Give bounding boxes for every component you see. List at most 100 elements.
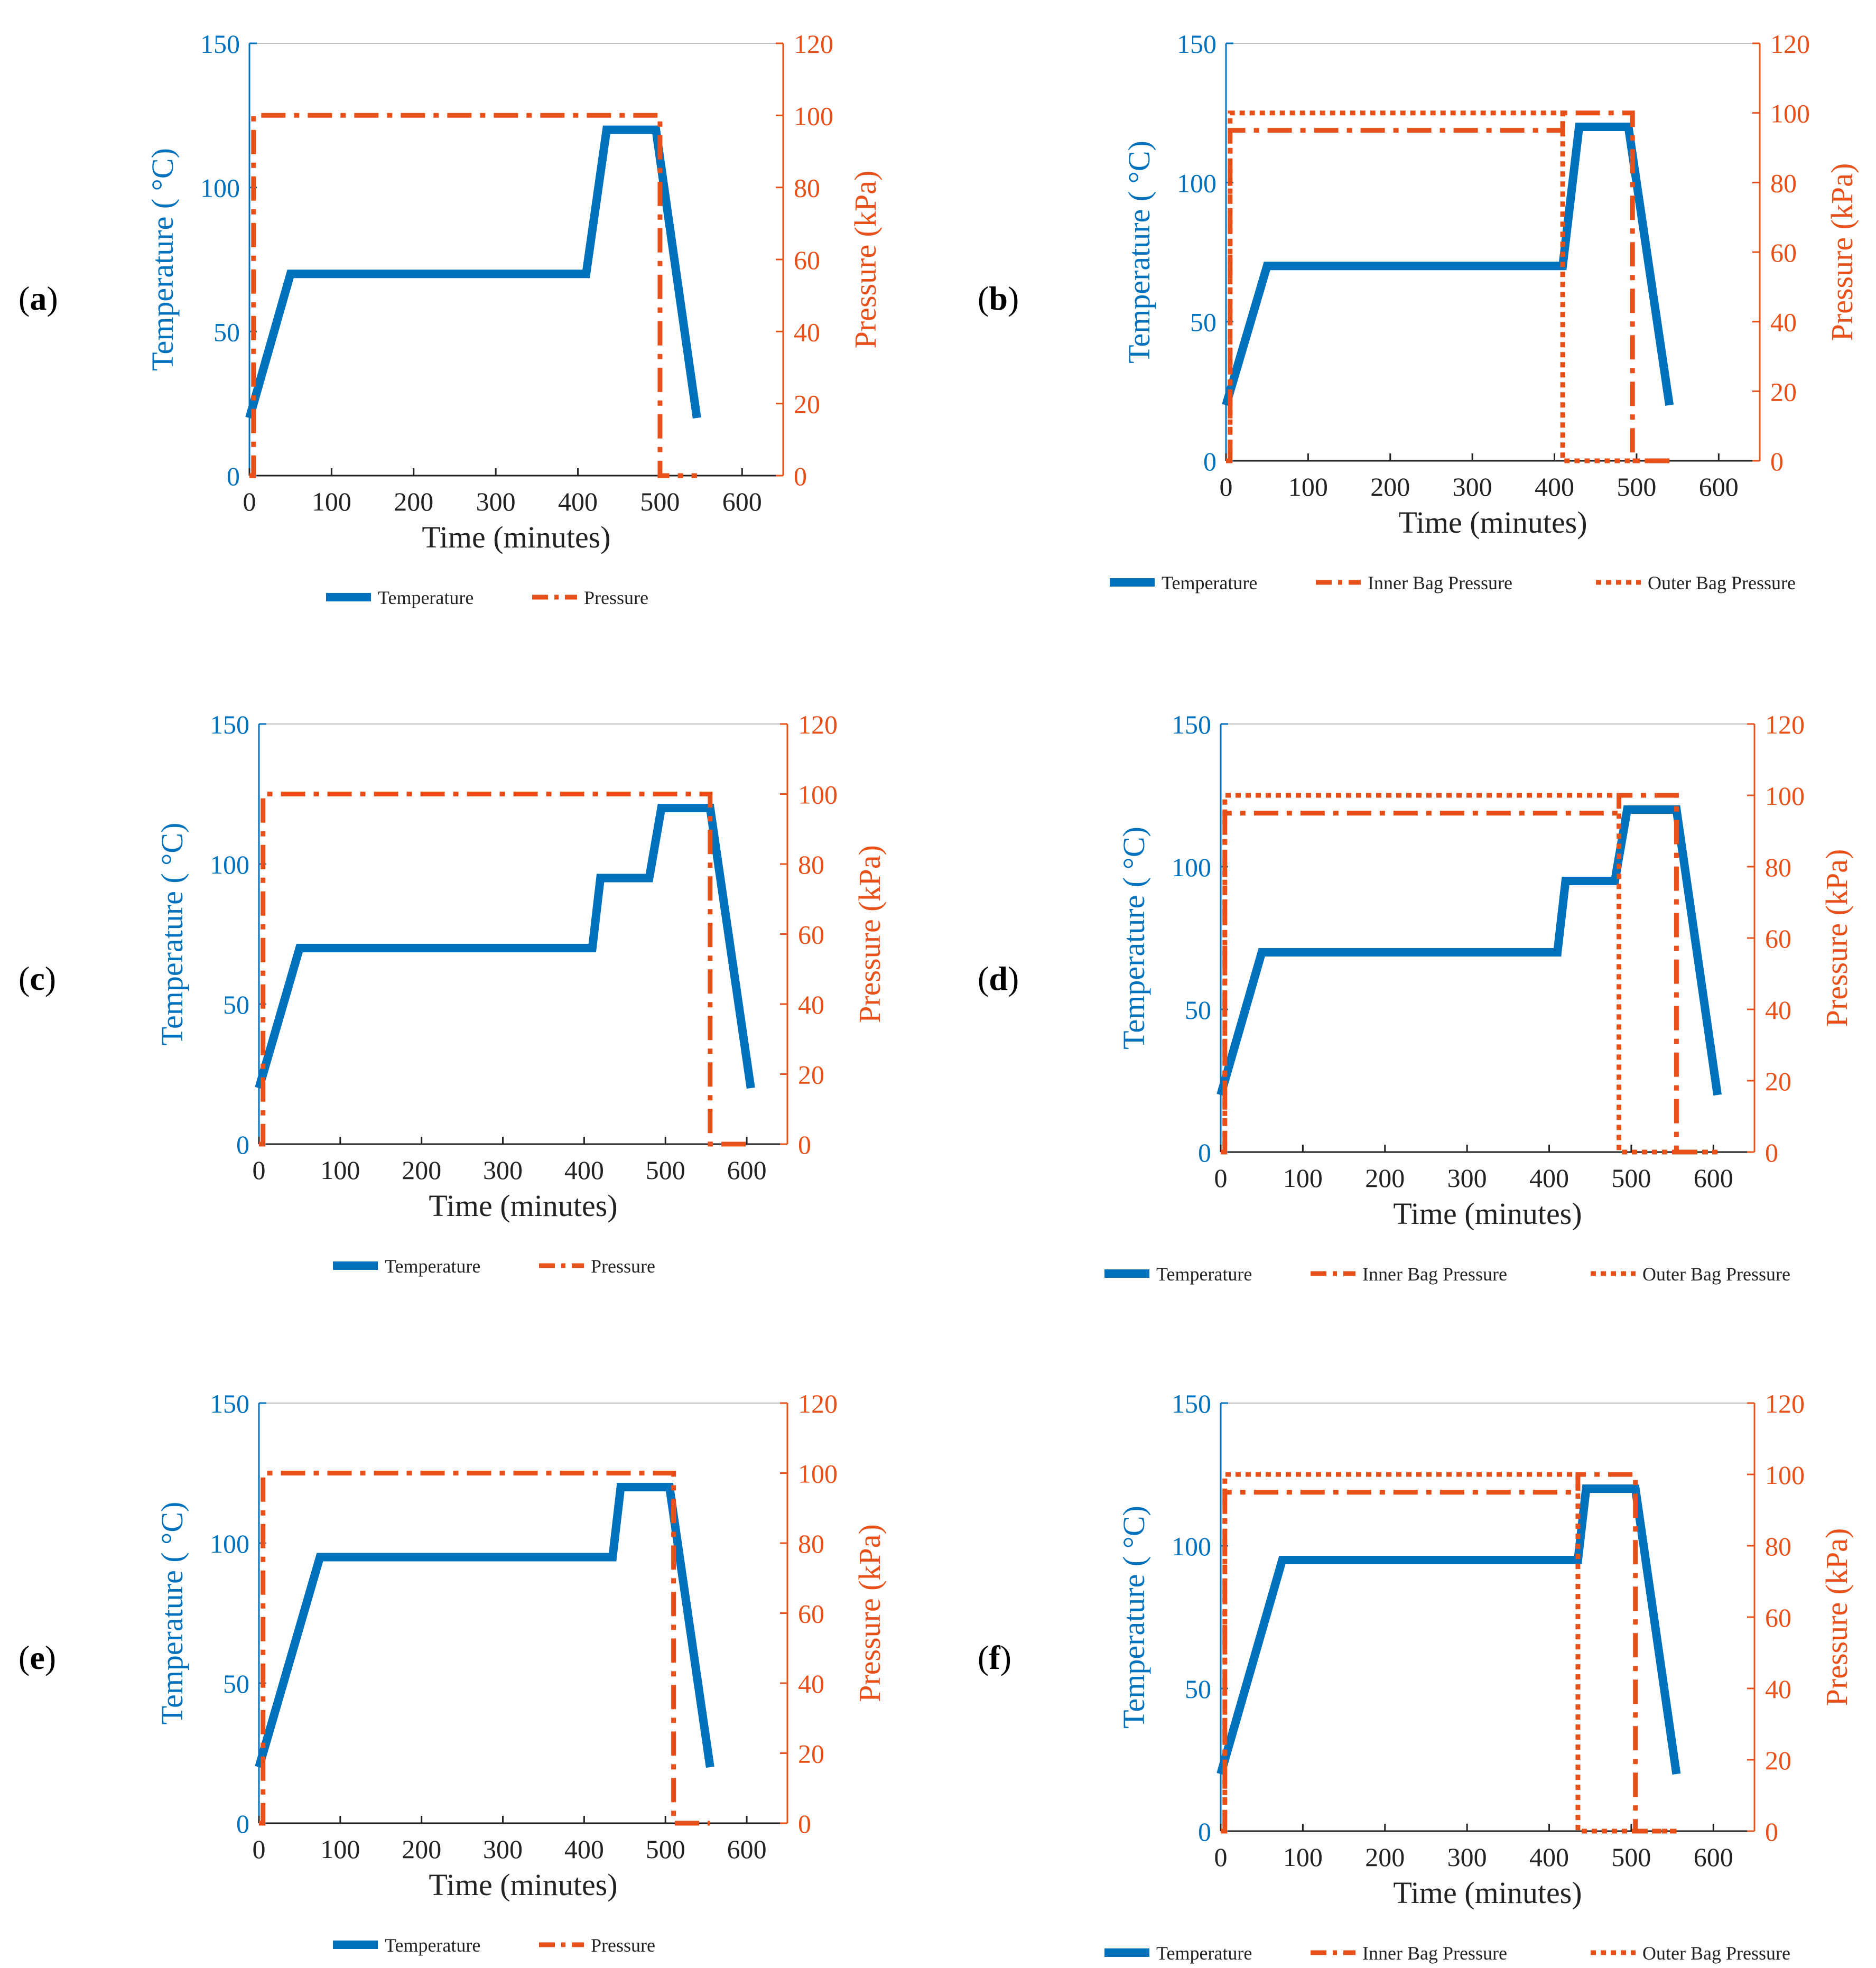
chart-a-y-right-tick-label: 40 bbox=[794, 317, 820, 347]
chart-b-y-right-tick-label: 20 bbox=[1770, 377, 1797, 406]
chart-d-x-tick-label: 0 bbox=[1214, 1163, 1228, 1193]
chart-e-x-tick-label: 500 bbox=[646, 1834, 685, 1864]
chart-d-legend-label: Inner Bag Pressure bbox=[1362, 1264, 1507, 1285]
chart-b-x-tick-label: 400 bbox=[1535, 472, 1574, 502]
chart-d-y-right-tick-label: 80 bbox=[1765, 852, 1791, 882]
panel-label-a: (a) bbox=[18, 280, 58, 317]
chart-f-group: 0 100 200 300 400 500 600 0 50 100 150 0 20 40 60 80 100… bbox=[1104, 1389, 1854, 1964]
chart-a-y-right-tick-label: 60 bbox=[794, 245, 820, 275]
chart-c-x-tick-label: 300 bbox=[483, 1155, 523, 1185]
chart-f-series-inner-bag-pressure bbox=[1221, 1472, 1677, 1834]
chart-b-y-left-tick-label: 50 bbox=[1190, 308, 1216, 337]
chart-d-x-tick-label: 500 bbox=[1611, 1163, 1651, 1193]
chart-e-series-pressure bbox=[259, 1471, 710, 1826]
chart-f-legend-label: Temperature bbox=[1156, 1943, 1252, 1964]
chart-e-ylabel-left: Temperature ( °C) bbox=[155, 1502, 189, 1725]
chart-d-ylabel-right: Pressure (kPa) bbox=[1819, 849, 1854, 1027]
chart-d-y-left-tick-label: 100 bbox=[1172, 852, 1211, 882]
chart-c-group: 0 100 200 300 400 500 600 0 50 100 150 0 20 40 60 80 100… bbox=[155, 710, 887, 1277]
chart-b-legend-label: Temperature bbox=[1162, 572, 1257, 593]
chart-c-y-right-tick-label: 20 bbox=[798, 1060, 824, 1090]
chart-b-y-left-tick-label: 0 bbox=[1203, 447, 1216, 476]
chart-f-y-left-tick-label: 50 bbox=[1185, 1674, 1211, 1704]
chart-e-y-right-tick-label: 40 bbox=[798, 1669, 824, 1698]
chart-d-y-right-tick-label: 100 bbox=[1765, 781, 1805, 811]
chart-d-x-tick-label: 200 bbox=[1365, 1163, 1405, 1193]
chart-d-group: 0 100 200 300 400 500 600 0 50 100 150 0 20 40 60 80 100… bbox=[1104, 710, 1854, 1285]
chart-f-x-tick-label: 0 bbox=[1214, 1842, 1228, 1872]
chart-c-x-tick-label: 400 bbox=[564, 1155, 604, 1185]
chart-a-x-tick-label: 300 bbox=[476, 487, 516, 516]
chart-b-x-tick-label: 0 bbox=[1220, 472, 1233, 502]
chart-a-legend-label: Temperature bbox=[378, 587, 473, 608]
panel-label-d: (d) bbox=[978, 960, 1019, 997]
chart-e-y-left-tick-label: 0 bbox=[236, 1809, 249, 1839]
chart-d-series-temperature bbox=[1216, 805, 1722, 1097]
chart-f-y-right-tick-label: 60 bbox=[1765, 1603, 1791, 1632]
chart-d-y-right-tick-label: 0 bbox=[1765, 1138, 1778, 1167]
chart-c-y-right-tick-label: 80 bbox=[798, 850, 824, 879]
chart-e-group: 0 100 200 300 400 500 600 0 50 100 150 0 20 40 60 80 100… bbox=[155, 1389, 887, 1956]
chart-f-x-tick-label: 500 bbox=[1611, 1842, 1651, 1872]
chart-f-x-tick-label: 300 bbox=[1447, 1842, 1487, 1872]
chart-e-series-temperature bbox=[255, 1483, 714, 1769]
chart-d-x-tick-label: 400 bbox=[1529, 1163, 1569, 1193]
chart-f-ylabel-right: Pressure (kPa) bbox=[1819, 1528, 1854, 1706]
chart-c-y-right-tick-label: 40 bbox=[798, 990, 824, 1019]
chart-e-x-tick-label: 100 bbox=[320, 1834, 360, 1864]
chart-e-y-right-tick-label: 60 bbox=[798, 1599, 824, 1629]
chart-c-y-right-tick-label: 100 bbox=[798, 780, 838, 810]
chart-f-ylabel-left: Temperature ( °C) bbox=[1117, 1506, 1151, 1729]
chart-b-x-tick-label: 200 bbox=[1370, 472, 1410, 502]
chart-d-x-tick-label: 100 bbox=[1283, 1163, 1323, 1193]
chart-a-x-tick-label: 100 bbox=[312, 487, 351, 516]
chart-d-x-tick-label: 300 bbox=[1447, 1163, 1487, 1193]
chart-d-xlabel: Time (minutes) bbox=[1393, 1196, 1582, 1231]
chart-e-x-tick-label: 400 bbox=[564, 1834, 604, 1864]
chart-e-x-tick-label: 200 bbox=[402, 1834, 441, 1864]
chart-e-legend-label: Pressure bbox=[591, 1935, 655, 1956]
chart-d-legend-label: Temperature bbox=[1156, 1264, 1252, 1285]
chart-a-x-tick-label: 200 bbox=[394, 487, 433, 516]
chart-f-y-right-tick-label: 40 bbox=[1765, 1674, 1791, 1704]
chart-c-ylabel-right: Pressure (kPa) bbox=[852, 845, 887, 1023]
chart-f-y-right-tick-label: 20 bbox=[1765, 1746, 1791, 1775]
chart-e-legend-label: Temperature bbox=[385, 1935, 480, 1956]
chart-a-x-tick-label: 600 bbox=[722, 487, 762, 516]
chart-f-y-left-tick-label: 150 bbox=[1172, 1389, 1211, 1418]
panel-label-f: (f) bbox=[978, 1639, 1011, 1676]
chart-e-y-right-tick-label: 100 bbox=[798, 1459, 838, 1489]
panel-label-c: (c) bbox=[18, 960, 57, 997]
chart-b-x-tick-label: 100 bbox=[1288, 472, 1328, 502]
chart-f-y-right-tick-label: 80 bbox=[1765, 1531, 1791, 1561]
chart-d-y-right-tick-label: 20 bbox=[1765, 1066, 1791, 1096]
chart-c-y-right-tick-label: 120 bbox=[798, 710, 838, 739]
chart-b-xlabel: Time (minutes) bbox=[1398, 505, 1587, 540]
chart-e-x-tick-label: 300 bbox=[483, 1834, 523, 1864]
chart-a-y-right-tick-label: 20 bbox=[794, 389, 820, 419]
chart-c-legend-label: Pressure bbox=[591, 1256, 655, 1277]
chart-c-y-left-tick-label: 50 bbox=[223, 990, 249, 1019]
chart-a-x-tick-label: 0 bbox=[243, 487, 256, 516]
chart-c-y-right-tick-label: 60 bbox=[798, 920, 824, 950]
chart-b-series-outer-bag-pressure bbox=[1226, 110, 1670, 463]
chart-a-y-right-tick-label: 80 bbox=[794, 173, 820, 203]
chart-d-ylabel-left: Temperature ( °C) bbox=[1117, 827, 1151, 1050]
chart-a-y-right-tick-label: 100 bbox=[794, 101, 833, 131]
chart-b-y-right-tick-label: 120 bbox=[1770, 29, 1810, 59]
chart-d-y-right-tick-label: 60 bbox=[1765, 924, 1791, 953]
chart-b-group: 0 100 200 300 400 500 600 0 50 100 150 0 20 40 60 80 100… bbox=[1110, 29, 1859, 593]
chart-a-x-tick-label: 500 bbox=[640, 487, 680, 516]
chart-d-y-left-tick-label: 150 bbox=[1172, 710, 1211, 739]
chart-a-y-left-tick-label: 50 bbox=[213, 317, 240, 347]
chart-c-x-tick-label: 0 bbox=[253, 1155, 266, 1185]
chart-e-x-tick-label: 600 bbox=[727, 1834, 767, 1864]
chart-d-series-outer-bag-pressure bbox=[1221, 793, 1718, 1155]
chart-a-y-right-tick-label: 0 bbox=[794, 461, 807, 491]
chart-a-legend-label: Pressure bbox=[584, 587, 648, 608]
chart-f-y-right-tick-label: 120 bbox=[1765, 1389, 1805, 1418]
chart-d-legend-label: Outer Bag Pressure bbox=[1642, 1264, 1790, 1285]
chart-a-y-left-tick-label: 0 bbox=[227, 461, 240, 491]
chart-c-series-pressure bbox=[259, 792, 747, 1147]
chart-f-y-left-tick-label: 0 bbox=[1198, 1817, 1211, 1846]
